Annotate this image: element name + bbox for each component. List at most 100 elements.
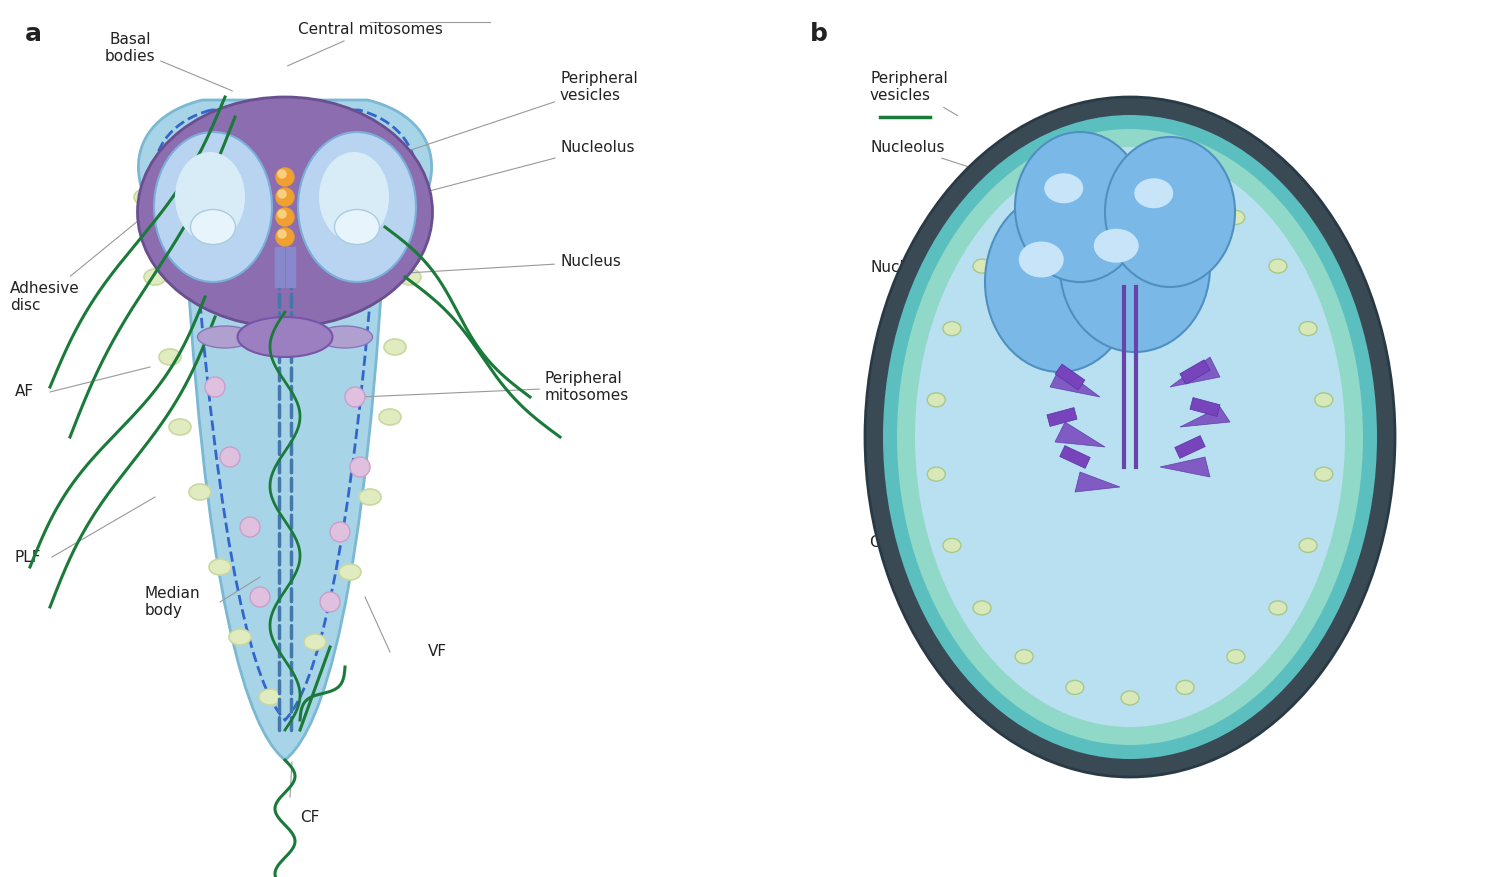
Ellipse shape [1134, 178, 1173, 208]
Ellipse shape [1019, 241, 1064, 277]
Ellipse shape [358, 489, 381, 505]
Ellipse shape [986, 192, 1136, 372]
Ellipse shape [1044, 174, 1083, 203]
Ellipse shape [209, 559, 231, 575]
Ellipse shape [170, 419, 190, 435]
Ellipse shape [1299, 538, 1317, 553]
Ellipse shape [974, 601, 992, 615]
Circle shape [276, 188, 294, 206]
Text: Adhesive
disc: Adhesive disc [10, 209, 153, 313]
Ellipse shape [1316, 393, 1334, 407]
Ellipse shape [189, 484, 211, 500]
Polygon shape [1180, 360, 1210, 384]
Circle shape [240, 517, 260, 537]
Bar [280, 247, 284, 287]
Circle shape [345, 387, 364, 407]
Circle shape [330, 522, 350, 542]
Ellipse shape [320, 152, 388, 242]
Ellipse shape [134, 189, 156, 205]
Circle shape [320, 592, 340, 612]
Ellipse shape [1106, 137, 1234, 287]
Text: Nucleolus: Nucleolus [333, 139, 634, 217]
Polygon shape [1160, 457, 1210, 477]
Ellipse shape [974, 259, 992, 273]
Ellipse shape [350, 117, 370, 133]
Ellipse shape [884, 115, 1377, 759]
Ellipse shape [190, 210, 236, 245]
Circle shape [206, 377, 225, 397]
Ellipse shape [1227, 650, 1245, 664]
Circle shape [278, 170, 286, 178]
Ellipse shape [1120, 169, 1138, 183]
Polygon shape [1190, 397, 1219, 417]
Circle shape [278, 210, 286, 218]
Polygon shape [1174, 436, 1204, 459]
Ellipse shape [944, 538, 962, 553]
Ellipse shape [198, 326, 252, 348]
Text: Basal
bodies: Basal bodies [105, 32, 232, 91]
Ellipse shape [1227, 210, 1245, 225]
Ellipse shape [138, 97, 432, 327]
Circle shape [276, 228, 294, 246]
Text: Central mitosomes: Central mitosomes [288, 22, 442, 66]
Ellipse shape [1066, 681, 1084, 695]
Ellipse shape [897, 129, 1364, 745]
Ellipse shape [298, 99, 321, 115]
PathPatch shape [138, 100, 432, 760]
Text: Median
body: Median body [146, 586, 201, 618]
Ellipse shape [380, 199, 400, 215]
Text: Peripheral
vesicles: Peripheral vesicles [393, 71, 638, 156]
Ellipse shape [154, 132, 272, 282]
Ellipse shape [176, 152, 244, 242]
Ellipse shape [1299, 322, 1317, 336]
Bar [286, 247, 290, 287]
Ellipse shape [1269, 259, 1287, 273]
Ellipse shape [1016, 132, 1144, 282]
Text: CF: CF [300, 809, 320, 824]
Text: PLF: PLF [15, 550, 42, 565]
Ellipse shape [1269, 601, 1287, 615]
Ellipse shape [1176, 681, 1194, 695]
Circle shape [278, 190, 286, 198]
Polygon shape [1047, 408, 1077, 426]
Circle shape [278, 230, 286, 238]
Ellipse shape [399, 269, 422, 285]
Ellipse shape [339, 564, 362, 580]
Ellipse shape [298, 132, 416, 282]
Ellipse shape [915, 147, 1346, 727]
Ellipse shape [1094, 229, 1138, 263]
Text: Cyst wall: Cyst wall [870, 480, 939, 550]
Polygon shape [1180, 407, 1230, 427]
Text: Peripheral
vesicles: Peripheral vesicles [870, 71, 957, 116]
Circle shape [276, 168, 294, 186]
Ellipse shape [304, 634, 326, 650]
Text: Axonemes: Axonemes [870, 358, 1120, 395]
Ellipse shape [1060, 182, 1211, 352]
Polygon shape [1050, 367, 1100, 397]
Ellipse shape [1316, 467, 1334, 481]
Ellipse shape [219, 111, 242, 127]
Ellipse shape [394, 229, 416, 245]
Circle shape [251, 587, 270, 607]
Text: Nucleus: Nucleus [344, 254, 621, 277]
Ellipse shape [1066, 180, 1084, 194]
Circle shape [350, 457, 370, 477]
Text: Nucleolus: Nucleolus [870, 139, 998, 176]
Circle shape [220, 447, 240, 467]
Ellipse shape [260, 689, 280, 705]
Ellipse shape [927, 393, 945, 407]
Text: AF: AF [15, 384, 34, 400]
Polygon shape [1060, 446, 1090, 468]
Ellipse shape [865, 97, 1395, 777]
Ellipse shape [1120, 691, 1138, 705]
Ellipse shape [148, 229, 171, 245]
Ellipse shape [144, 269, 166, 285]
Ellipse shape [1016, 650, 1034, 664]
Bar [274, 247, 279, 287]
Polygon shape [1076, 472, 1120, 492]
Bar [291, 247, 296, 287]
Circle shape [276, 208, 294, 226]
Ellipse shape [927, 467, 945, 481]
Ellipse shape [1176, 180, 1194, 194]
Text: Nucleus: Nucleus [870, 257, 1058, 275]
